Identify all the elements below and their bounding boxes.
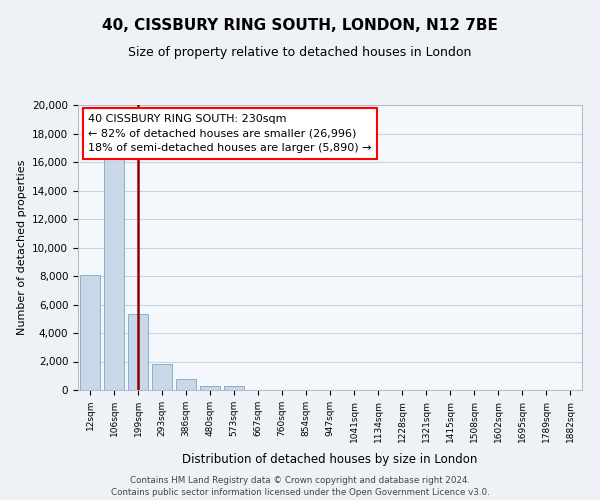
Text: Size of property relative to detached houses in London: Size of property relative to detached ho… bbox=[128, 46, 472, 59]
Text: Contains public sector information licensed under the Open Government Licence v3: Contains public sector information licen… bbox=[110, 488, 490, 497]
Bar bbox=[128, 314, 148, 390]
Text: 40 CISSBURY RING SOUTH: 230sqm
← 82% of detached houses are smaller (26,996)
18%: 40 CISSBURY RING SOUTH: 230sqm ← 82% of … bbox=[88, 114, 371, 153]
X-axis label: Distribution of detached houses by size in London: Distribution of detached houses by size … bbox=[182, 453, 478, 466]
Y-axis label: Number of detached properties: Number of detached properties bbox=[17, 160, 26, 335]
Text: Contains HM Land Registry data © Crown copyright and database right 2024.: Contains HM Land Registry data © Crown c… bbox=[130, 476, 470, 485]
Bar bbox=[104, 155, 124, 390]
Bar bbox=[200, 386, 220, 390]
Bar bbox=[152, 364, 172, 390]
Bar bbox=[176, 378, 196, 390]
Bar bbox=[80, 274, 100, 390]
Bar bbox=[224, 386, 244, 390]
Text: 40, CISSBURY RING SOUTH, LONDON, N12 7BE: 40, CISSBURY RING SOUTH, LONDON, N12 7BE bbox=[102, 18, 498, 32]
